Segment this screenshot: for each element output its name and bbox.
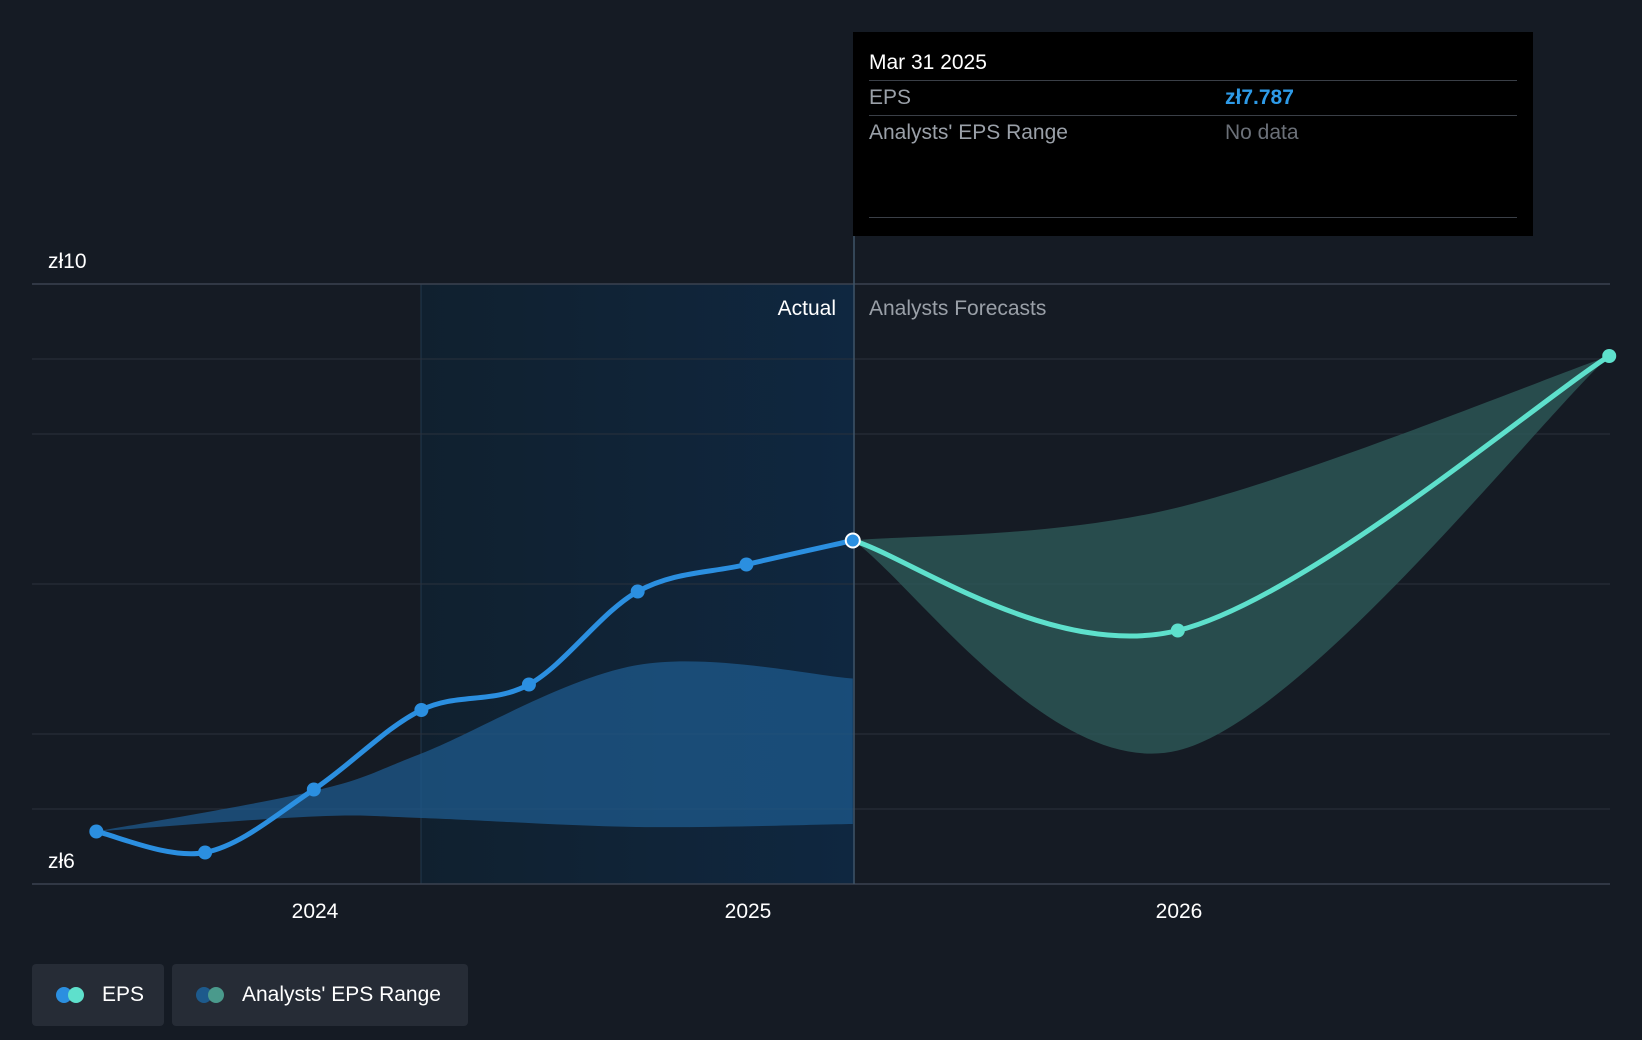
eps-line-actual xyxy=(93,538,856,857)
eps-line-forecast xyxy=(850,353,1612,639)
actual-label: Actual xyxy=(778,297,836,320)
eps-point[interactable] xyxy=(521,677,536,692)
eps-point[interactable] xyxy=(630,584,645,599)
x-tick-2024: 2024 xyxy=(292,900,339,923)
eps-forecast-point[interactable] xyxy=(1170,623,1185,638)
legend-eps-range[interactable]: Analysts' EPS Range xyxy=(172,964,468,1026)
y-tick-bottom: zł6 xyxy=(48,850,75,873)
eps-range-area-actual xyxy=(96,661,853,832)
tooltip-range-value: No data xyxy=(1225,121,1299,144)
eps-range-legend-icon xyxy=(196,987,226,1003)
tooltip-range-label: Analysts' EPS Range xyxy=(869,121,1068,144)
eps-point-highlighted[interactable] xyxy=(844,532,861,549)
eps-legend-icon xyxy=(56,987,86,1003)
eps-point[interactable] xyxy=(739,557,754,572)
eps-forecast-point[interactable] xyxy=(1602,349,1617,363)
legend-eps[interactable]: EPS xyxy=(32,964,164,1026)
eps-point[interactable] xyxy=(89,824,104,839)
tooltip-date: Mar 31 2025 xyxy=(869,51,987,74)
x-tick-2025: 2025 xyxy=(725,900,772,923)
hover-tooltip: Mar 31 2025 EPS zł7.787 Analysts' EPS Ra… xyxy=(853,32,1533,236)
eps-point[interactable] xyxy=(306,782,321,797)
tooltip-range-row: Analysts' EPS Range No data xyxy=(869,115,1517,150)
eps-point[interactable] xyxy=(198,845,213,860)
legend-eps-label: EPS xyxy=(102,983,145,1006)
eps-point[interactable] xyxy=(414,703,429,717)
eps-range-area-forecast xyxy=(852,356,1610,754)
tooltip-eps-value: zł7.787 xyxy=(1225,86,1294,109)
x-tick-2026: 2026 xyxy=(1156,900,1203,923)
tooltip-eps-label: EPS xyxy=(869,86,912,109)
y-tick-top: zł10 xyxy=(48,250,87,273)
legend-range-label: Analysts' EPS Range xyxy=(242,983,441,1006)
forecast-label: Analysts Forecasts xyxy=(869,297,1046,320)
tooltip-eps-row: EPS zł7.787 xyxy=(869,80,1517,115)
tooltip-divider xyxy=(869,217,1517,218)
